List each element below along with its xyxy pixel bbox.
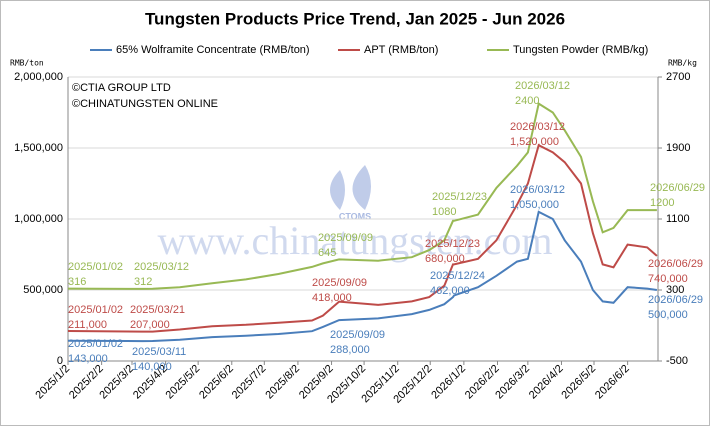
y-tick-label: 2,000,000 <box>14 71 63 83</box>
y-tick-label: 0 <box>57 355 63 367</box>
copyright: ©CTIA GROUP LTD <box>72 82 171 94</box>
y2-tick-label: 1900 <box>666 142 690 154</box>
annotation-value: 1,520,000 <box>510 136 559 148</box>
legend-label: 65% Wolframite Concentrate (RMB/ton) <box>116 44 310 56</box>
annotation-value: 645 <box>318 247 336 259</box>
annotation-value: 1200 <box>650 197 674 209</box>
annotation-value: 1080 <box>432 206 456 218</box>
y-tick-label: 500,000 <box>23 284 63 296</box>
annotation-date: 2026/03/12 <box>510 121 565 133</box>
annotation-date: 2026/06/29 <box>648 294 703 306</box>
annotation-value: 312 <box>134 276 152 288</box>
y2-tick-label: 2700 <box>666 71 690 83</box>
annotation-date: 2025/01/02 <box>68 261 123 273</box>
y2-tick-label: -500 <box>666 355 688 367</box>
series-line <box>67 101 657 290</box>
y2-tick-label: 300 <box>666 284 684 296</box>
series-line <box>67 210 658 343</box>
annotation-value: 211,000 <box>68 319 107 331</box>
annotation-value: 680,000 <box>425 253 465 265</box>
y2-tick-label: 1100 <box>666 213 690 225</box>
copyright: ©CHINATUNGSTEN ONLINE <box>72 98 218 110</box>
annotation-value: 740,000 <box>648 273 688 285</box>
annotation-value: 316 <box>68 276 86 288</box>
series-line <box>67 143 658 333</box>
annotation-value: 500,000 <box>648 309 688 321</box>
annotation-date: 2025/03/12 <box>134 261 189 273</box>
annotation-date: 2025/01/02 <box>68 338 123 350</box>
annotation-date: 2026/03/12 <box>510 184 565 196</box>
chart-title: Tungsten Products Price Trend, Jan 2025 … <box>145 9 565 28</box>
annotation-value: 1,050,000 <box>510 199 559 211</box>
annotation-date: 2025/09/09 <box>312 277 367 289</box>
annotation-date: 2025/03/21 <box>130 304 185 316</box>
annotation-date: 2026/06/29 <box>648 258 703 270</box>
annotation-value: 207,000 <box>130 319 170 331</box>
annotation-value: 462,000 <box>430 285 470 297</box>
y-tick-label: 1,500,000 <box>14 142 63 154</box>
y-tick-label: 1,000,000 <box>14 213 63 225</box>
annotation-date: 2025/12/24 <box>430 270 485 282</box>
annotation-date: 2025/12/23 <box>432 191 487 203</box>
annotation-value: 143,000 <box>68 353 108 365</box>
legend-label: Tungsten Powder (RMB/kg) <box>513 44 648 56</box>
logo-text: CTOMS <box>339 211 371 221</box>
watermark: www.chinatungsten.com <box>157 218 552 263</box>
legend-label: APT (RMB/ton) <box>364 44 438 56</box>
annotation-date: 2025/12/23 <box>425 238 480 250</box>
annotation-date: 2026/06/29 <box>650 182 705 194</box>
annotation-value: 2400 <box>515 95 539 107</box>
annotation-value: 288,000 <box>330 344 370 356</box>
annotation-date: 2026/03/12 <box>515 80 570 92</box>
annotation-value: 140,000 <box>132 361 172 373</box>
y2-axis-unit: RMB/kg <box>668 59 697 68</box>
annotation-date: 2025/09/09 <box>330 329 385 341</box>
annotation-date: 2025/03/11 <box>132 346 186 358</box>
y-axis-unit: RMB/ton <box>10 59 44 68</box>
annotation-date: 2025/01/02 <box>68 304 123 316</box>
annotation-date: 2025/09/09 <box>318 232 373 244</box>
annotation-value: 418,000 <box>312 292 352 304</box>
logo-mark <box>330 165 371 210</box>
